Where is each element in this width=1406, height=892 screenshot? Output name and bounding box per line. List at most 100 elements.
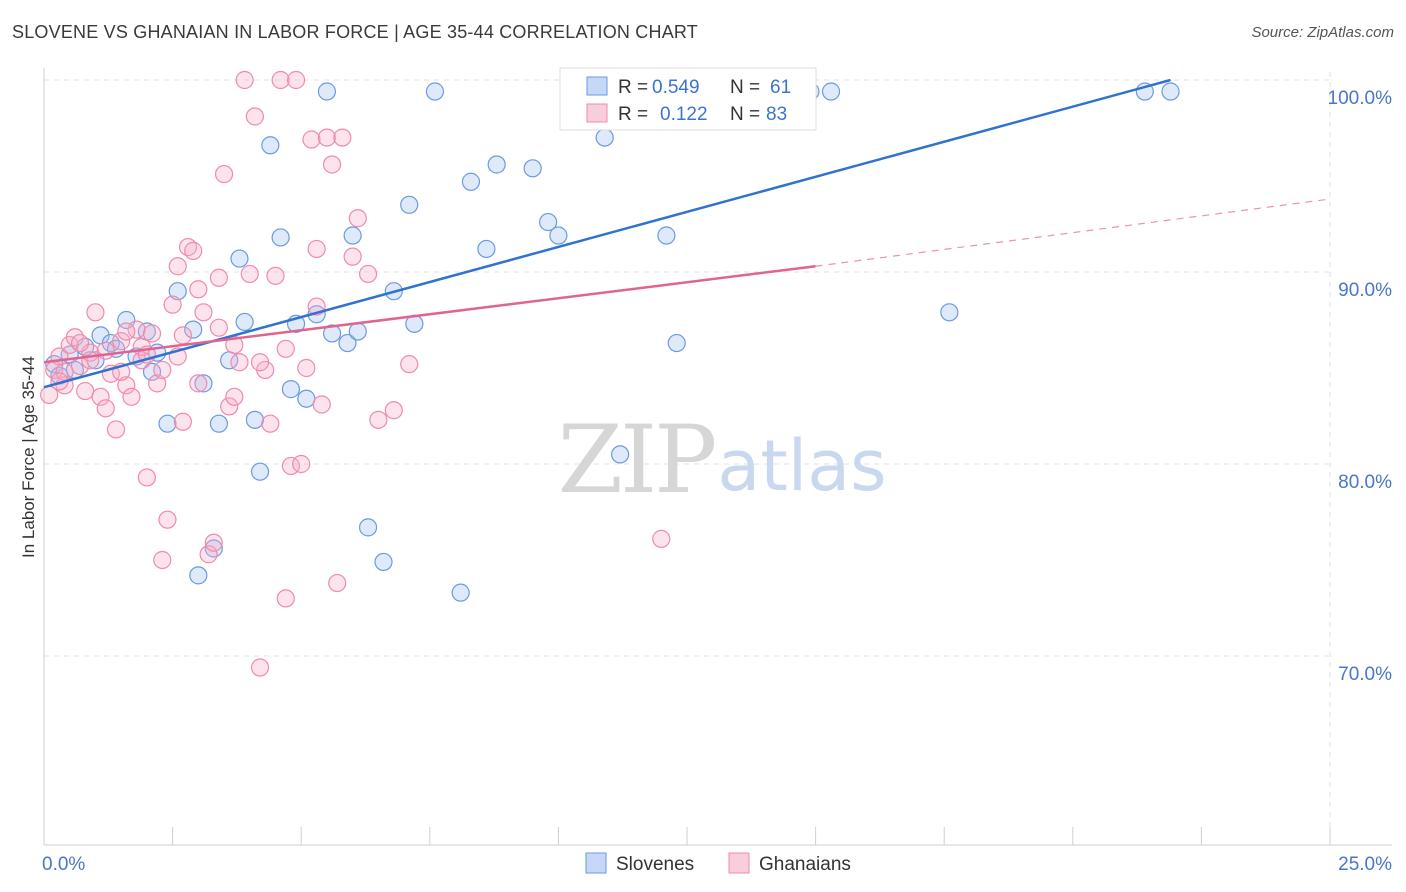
point-slovenes xyxy=(261,136,280,155)
watermark-zip: ZIP xyxy=(558,406,715,515)
point-ghanaians xyxy=(96,399,115,418)
point-ghanaians xyxy=(250,353,270,372)
point-ghanaians xyxy=(286,70,306,90)
point-ghanaians xyxy=(112,332,131,351)
point-slovenes xyxy=(194,374,213,393)
point-ghanaians xyxy=(369,410,388,429)
point-slovenes xyxy=(487,155,506,174)
point-ghanaians xyxy=(292,454,311,474)
point-ghanaians xyxy=(148,374,167,393)
point-slovenes xyxy=(250,462,270,481)
point-ghanaians xyxy=(106,420,126,439)
point-ghanaians xyxy=(271,70,290,90)
point-ghanaians xyxy=(302,130,321,149)
legend-n-value-slovenes: 61 xyxy=(770,77,791,98)
point-ghanaians xyxy=(153,550,172,570)
tick-labels: 100.0% 90.0% 80.0% 70.0% 0.0% 25.0% xyxy=(42,88,1392,875)
point-ghanaians xyxy=(214,164,234,184)
point-slovenes xyxy=(230,249,249,268)
point-ghanaians xyxy=(348,209,367,228)
point-slovenes xyxy=(358,518,378,537)
point-ghanaians xyxy=(312,395,331,414)
trendline-ghanaians xyxy=(43,264,816,364)
legend: R = 0.549 N = 61 R = 0.122 N = 83 xyxy=(559,67,817,131)
bottom-legend-label-ghanaians: Ghanaians xyxy=(759,854,851,875)
legend-swatch-slovenes xyxy=(586,76,608,96)
point-slovenes xyxy=(940,303,959,322)
point-slovenes xyxy=(235,312,254,332)
point-ghanaians xyxy=(65,328,84,347)
point-ghanaians xyxy=(189,280,208,299)
point-ghanaians xyxy=(70,333,90,353)
legend-swatch-ghanaians xyxy=(586,103,608,123)
point-slovenes xyxy=(461,172,481,191)
point-ghanaians xyxy=(250,658,270,677)
point-ghanaians xyxy=(142,324,162,343)
point-slovenes xyxy=(539,212,558,232)
point-slovenes xyxy=(821,82,841,101)
point-slovenes xyxy=(425,82,445,101)
trendline-slovenes xyxy=(43,78,1171,389)
point-slovenes xyxy=(189,566,208,585)
point-ghanaians xyxy=(189,374,208,393)
bottom-legend: Slovenes Ghanaians xyxy=(585,852,851,875)
svg-text:R = 0.549 N =: R = 0.549 N = 61 xyxy=(618,77,791,98)
point-ghanaians xyxy=(209,268,228,287)
point-slovenes xyxy=(245,410,265,429)
point-slovenes xyxy=(374,552,393,572)
point-ghanaians xyxy=(297,358,316,378)
point-slovenes xyxy=(477,239,496,259)
point-ghanaians xyxy=(328,573,347,593)
point-slovenes xyxy=(343,226,362,245)
point-ghanaians xyxy=(96,341,115,360)
bottom-legend-swatch-slovenes xyxy=(585,852,607,874)
legend-r-label-ghanaians: R = xyxy=(618,104,653,125)
point-ghanaians xyxy=(209,318,228,337)
trendlines xyxy=(43,78,1331,389)
point-ghanaians xyxy=(117,376,136,395)
point-ghanaians xyxy=(245,107,265,126)
x-tick-label: 25.0% xyxy=(1338,854,1392,875)
point-slovenes xyxy=(1161,82,1180,101)
point-ghanaians xyxy=(199,545,218,564)
point-slovenes xyxy=(400,195,419,214)
x-tick-label: 0.0% xyxy=(42,854,85,875)
svg-text:R = 0.122 N =: R = 0.122 N = 83 xyxy=(618,104,787,125)
point-ghanaians xyxy=(173,412,192,431)
point-ghanaians xyxy=(343,247,362,266)
point-ghanaians xyxy=(91,387,110,406)
legend-r-label-slovenes: R = xyxy=(618,77,653,98)
series-ghanaians xyxy=(40,70,671,677)
point-ghanaians xyxy=(220,397,239,416)
point-slovenes xyxy=(281,380,301,399)
point-ghanaians xyxy=(652,529,671,548)
chart-source: Source: ZipAtlas.com xyxy=(1251,24,1394,41)
point-slovenes xyxy=(451,583,470,602)
point-ghanaians xyxy=(117,322,136,341)
y-axis-label: In Labor Force | Age 35-44 xyxy=(19,356,38,558)
legend-n-label-slovenes: N = xyxy=(730,77,765,98)
watermark: ZIP atlas xyxy=(558,406,887,515)
point-ghanaians xyxy=(81,351,100,370)
point-ghanaians xyxy=(225,387,244,406)
bottom-legend-swatch-ghanaians xyxy=(728,852,750,874)
point-ghanaians xyxy=(240,264,259,284)
point-ghanaians xyxy=(168,257,187,276)
point-ghanaians xyxy=(158,510,177,529)
point-ghanaians xyxy=(333,128,352,147)
y-tick-label: 100.0% xyxy=(1328,88,1393,109)
point-slovenes xyxy=(317,82,337,101)
chart-title: SLOVENE VS GHANAIAN IN LABOR FORCE | AGE… xyxy=(12,22,698,42)
bottom-legend-label-slovenes: Slovenes xyxy=(616,854,694,875)
point-ghanaians xyxy=(173,326,192,345)
point-ghanaians xyxy=(86,303,105,322)
legend-n-value-ghanaians: 83 xyxy=(766,104,787,125)
y-tick-label: 90.0% xyxy=(1338,280,1392,301)
point-slovenes xyxy=(204,539,223,558)
point-slovenes xyxy=(168,282,187,301)
point-ghanaians xyxy=(307,239,326,259)
legend-r-value-ghanaians: 0.122 xyxy=(660,104,708,125)
point-slovenes xyxy=(271,228,290,247)
trendline-extension-ghanaians xyxy=(815,198,1331,267)
